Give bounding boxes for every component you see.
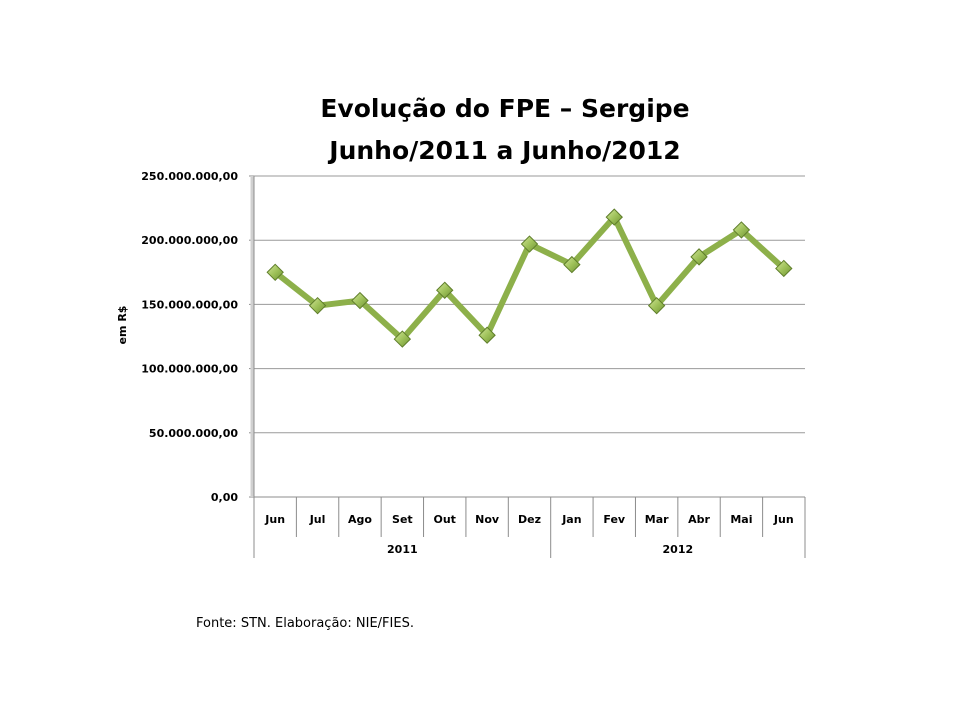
chart-title-line-1: Evolução do FPE – Sergipe <box>320 94 690 123</box>
y-axis-label: em R$ <box>116 306 129 345</box>
x-tick-labels: Jun Jul Ago Set Out Nov Dez Jan Fev Mar Abr Mai Jun <box>264 513 793 526</box>
gridlines <box>254 175 805 434</box>
x-tick-label: Out <box>434 513 456 526</box>
chart-title-line-2: Junho/2011 a Junho/2012 <box>329 136 681 165</box>
x-tick-label: Fev <box>603 513 626 526</box>
y-tick-label: 250.000.000,00 <box>141 170 238 183</box>
chart-title: Evolução do FPE – Sergipe Junho/2011 a J… <box>0 88 960 172</box>
axes <box>249 175 806 558</box>
data-point-marker <box>690 248 708 266</box>
data-point-marker <box>393 330 412 348</box>
x-group-label: 2012 <box>663 543 694 556</box>
x-tick-label: Jan <box>561 513 581 526</box>
data-series <box>266 208 793 348</box>
x-group-label: 2011 <box>387 543 418 556</box>
x-tick-label: Jun <box>773 513 794 526</box>
x-group-labels: 2011 2012 <box>387 543 693 556</box>
y-tick-label: 0,00 <box>211 491 238 504</box>
x-tick-label: Abr <box>688 513 710 526</box>
y-tick-labels: 0,00 50.000.000,00 100.000.000,00 150.000.0… <box>141 170 238 504</box>
x-tick-label: Nov <box>475 513 500 526</box>
source-note: Fonte: STN. Elaboração: NIE/FIES. <box>196 616 414 631</box>
y-tick-label: 150.000.000,00 <box>141 298 238 311</box>
y-tick-label: 100.000.000,00 <box>141 363 238 376</box>
data-point-marker <box>266 263 284 282</box>
data-point-marker <box>647 296 666 315</box>
data-point-marker <box>436 281 454 299</box>
x-tick-label: Jun <box>264 513 285 526</box>
x-tick-label: Ago <box>348 513 372 526</box>
data-point-marker <box>732 221 751 239</box>
x-tick-label: Mai <box>730 513 752 526</box>
data-point-marker <box>478 326 496 344</box>
data-point-marker <box>775 259 793 278</box>
y-tick-label: 200.000.000,00 <box>141 234 238 247</box>
data-point-marker <box>605 208 623 226</box>
y-tick-label: 50.000.000,00 <box>149 427 238 440</box>
x-tick-label: Mar <box>645 513 669 526</box>
data-point-marker <box>520 235 539 253</box>
x-tick-label: Jul <box>309 513 326 526</box>
x-tick-label: Set <box>392 513 413 526</box>
data-point-marker <box>351 291 369 310</box>
data-point-marker <box>308 296 327 315</box>
data-point-marker <box>563 255 581 274</box>
x-tick-label: Dez <box>518 513 541 526</box>
